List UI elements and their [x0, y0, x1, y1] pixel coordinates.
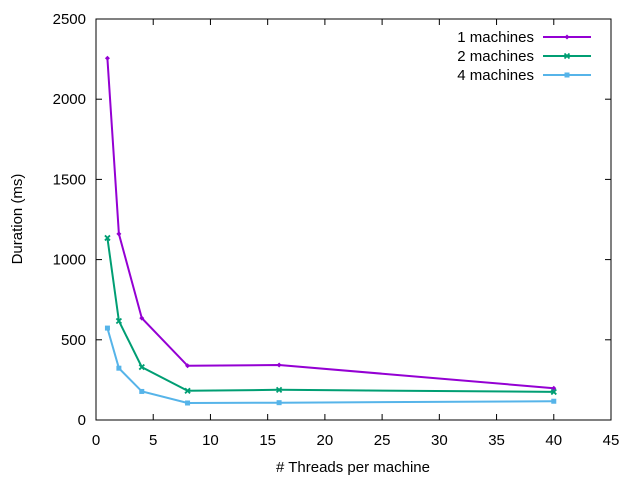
data-point [139, 388, 145, 394]
x-tick-label: 5 [149, 432, 157, 449]
y-tick-label: 1000 [53, 252, 86, 269]
data-point [116, 365, 122, 371]
series-line [106, 58, 554, 390]
legend-item: 2 machines [457, 48, 591, 65]
y-tick-label: 2500 [53, 11, 86, 28]
series-line [106, 237, 554, 393]
x-tick-label: 40 [545, 432, 562, 449]
data-point [115, 317, 123, 325]
data-point [184, 387, 191, 394]
legend-marker [564, 34, 570, 40]
data-point [185, 400, 191, 406]
x-tick-label: 20 [317, 432, 334, 449]
legend-marker [564, 72, 570, 78]
y-axis-title: Duration (ms) [9, 174, 26, 265]
series-2 [104, 234, 557, 396]
data-point [550, 388, 557, 396]
data-point [276, 362, 282, 368]
plot-frame [95, 18, 612, 421]
data-point [104, 325, 110, 331]
legend-marker [563, 52, 571, 60]
series-layer [104, 55, 557, 406]
x-tick-label: 0 [92, 432, 100, 449]
data-point [139, 315, 145, 321]
series-3 [104, 325, 557, 406]
y-tick-label: 2000 [53, 91, 86, 108]
y-tick-label: 0 [78, 412, 86, 429]
x-tick-label: 45 [603, 432, 620, 449]
x-tick-label: 15 [259, 432, 276, 449]
data-point [185, 363, 191, 369]
x-tick-label: 30 [431, 432, 448, 449]
legend-label: 2 machines [457, 48, 534, 65]
y-tick-label: 500 [61, 332, 86, 349]
data-point [138, 363, 145, 371]
x-tick-label: 35 [488, 432, 505, 449]
axis-ticks: 0 5 10 15 20 25 30 35 40 45 0 500 1000 1500 2000 2500 [53, 11, 620, 449]
series-line [106, 327, 554, 405]
x-axis-title: # Threads per machine [276, 459, 430, 476]
data-point [275, 386, 283, 393]
legend-item: 4 machines [457, 67, 591, 84]
data-point [116, 231, 122, 237]
legend-label: 1 machines [457, 29, 534, 46]
x-tick-label: 10 [202, 432, 219, 449]
data-point [104, 55, 110, 61]
x-tick-label: 25 [374, 432, 391, 449]
legend-item: 1 machines [457, 29, 591, 46]
legend: 1 machines 2 machines 4 machines [457, 29, 591, 84]
legend-label: 4 machines [457, 67, 534, 84]
data-point [104, 234, 111, 242]
data-point [276, 400, 282, 406]
y-tick-label: 1500 [53, 171, 86, 188]
data-point [551, 398, 557, 404]
